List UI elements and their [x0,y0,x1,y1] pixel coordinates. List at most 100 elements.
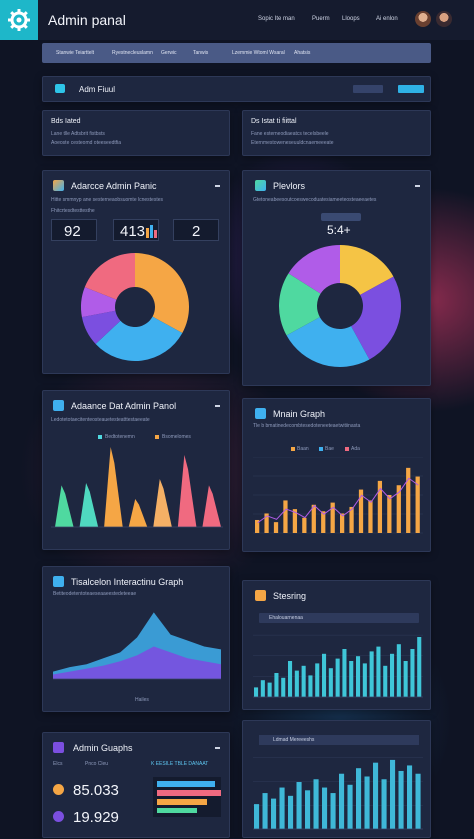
subnav-item[interactable]: Tanwis [193,50,209,56]
chart-bar[interactable] [335,658,340,697]
chart-bar[interactable] [342,649,347,697]
chart-bar[interactable] [283,500,288,533]
chart-bar[interactable] [358,489,364,533]
chart-bar[interactable] [398,770,404,829]
pie-slice[interactable] [279,273,321,336]
avatar[interactable] [415,11,431,27]
chart-bar[interactable] [328,668,333,697]
chart-bar[interactable] [415,773,421,829]
chart-bar[interactable] [376,646,381,697]
chart-bar[interactable] [349,661,354,697]
chart-bar[interactable] [410,649,415,697]
chart-bar[interactable] [279,787,285,829]
collapse-icon[interactable] [215,747,220,749]
chart-bar[interactable] [262,793,268,829]
chart-bar[interactable] [292,509,298,533]
subnav-item[interactable]: Gerwic [161,50,177,56]
subnav-item[interactable]: Ahatsis [294,50,311,56]
chart-bar[interactable] [356,656,361,697]
chart-bar[interactable] [55,485,74,527]
chart-bar[interactable] [349,506,354,533]
chart-bar[interactable] [281,677,286,697]
chart-bar[interactable] [313,779,319,829]
chart-bar[interactable] [368,500,373,533]
chart-bar[interactable] [330,502,335,533]
pie-slice[interactable] [81,310,121,344]
chart-bar[interactable] [315,663,320,697]
chart-bar[interactable] [273,522,279,533]
chart-bar[interactable] [406,467,411,533]
chart-bar[interactable] [301,665,306,697]
chart-bar[interactable] [369,651,374,697]
chart-bar[interactable] [267,682,272,697]
collapse-icon[interactable] [215,185,220,187]
chart-bar[interactable] [383,665,388,697]
chart-bar[interactable] [311,504,316,533]
pie-slice[interactable] [81,287,117,318]
steering-filter[interactable]: Ehalouarnenaa [259,613,419,623]
pie-slice[interactable] [340,245,394,295]
chart-bar[interactable] [347,784,353,829]
chart-bar[interactable] [296,782,302,829]
chart-bar[interactable] [264,513,269,533]
chart-bar[interactable] [274,673,279,697]
chart-bar[interactable] [302,517,307,533]
avatar[interactable] [436,11,452,27]
chart-bar[interactable] [260,680,265,697]
chart-bar[interactable] [321,511,326,533]
chart-bar[interactable] [254,804,260,829]
chart-bar[interactable] [396,485,401,533]
chart-bar[interactable] [177,455,197,527]
chart-bar[interactable] [390,759,396,829]
chart-bar[interactable] [271,798,277,829]
chart-bar[interactable] [340,513,345,533]
pie-slice[interactable] [288,245,340,294]
chart-bar[interactable] [322,653,327,697]
chart-bar[interactable] [415,476,420,533]
chart-bar[interactable] [255,519,260,533]
chart-bar[interactable] [254,687,259,697]
chart-bar[interactable] [362,663,367,697]
chart-bar[interactable] [288,661,293,697]
chart-bar[interactable] [407,765,413,829]
chart-bar[interactable] [153,479,172,527]
chart-bar[interactable] [104,447,123,527]
chart-bar[interactable] [330,793,336,829]
chart-bar[interactable] [305,790,311,829]
legend-pill[interactable] [321,213,361,221]
chart-bar[interactable] [339,773,345,829]
chart-bar[interactable] [322,787,328,829]
collapse-icon[interactable] [215,405,220,407]
chart-bar[interactable] [356,768,362,829]
chart-bar[interactable] [387,495,392,533]
area-series[interactable] [53,646,221,679]
chart-bar[interactable] [364,776,370,829]
subnav-item[interactable]: Lzemmie Wtoml Wsaral [232,50,285,56]
filter-select[interactable] [353,85,383,93]
chart-bar[interactable] [377,480,383,533]
chart-bar[interactable] [128,499,148,527]
pie-slice[interactable] [95,316,183,361]
nav-item-2[interactable]: Puerm [312,16,330,22]
nav-item-1[interactable]: Sopic Ite man [258,16,295,22]
pie-slice[interactable] [84,253,135,300]
subnav-item[interactable]: Stanwie Teiarttelt [56,50,94,56]
apply-button[interactable] [398,85,424,93]
chart-bar[interactable] [396,644,401,697]
chart-bar[interactable] [308,675,313,697]
pie-slice[interactable] [135,253,189,334]
chart-bar[interactable] [381,779,387,829]
chart-bar[interactable] [390,653,395,697]
chart-bar[interactable] [373,762,379,829]
logo[interactable] [0,0,38,40]
chart-bar[interactable] [294,670,299,697]
chart-bar[interactable] [288,795,294,829]
chart-filter[interactable]: Ldmad Mereeeshs [259,735,419,745]
pie-slice[interactable] [286,317,370,367]
chart-bar[interactable] [79,483,99,527]
subnav-item[interactable]: Ryestnecleuslamn [112,50,153,56]
pie-slice[interactable] [351,276,401,360]
chart-bar[interactable] [417,637,422,697]
nav-item-3[interactable]: Lloops [342,16,360,22]
nav-item-4[interactable]: Ai enlon [376,16,398,22]
